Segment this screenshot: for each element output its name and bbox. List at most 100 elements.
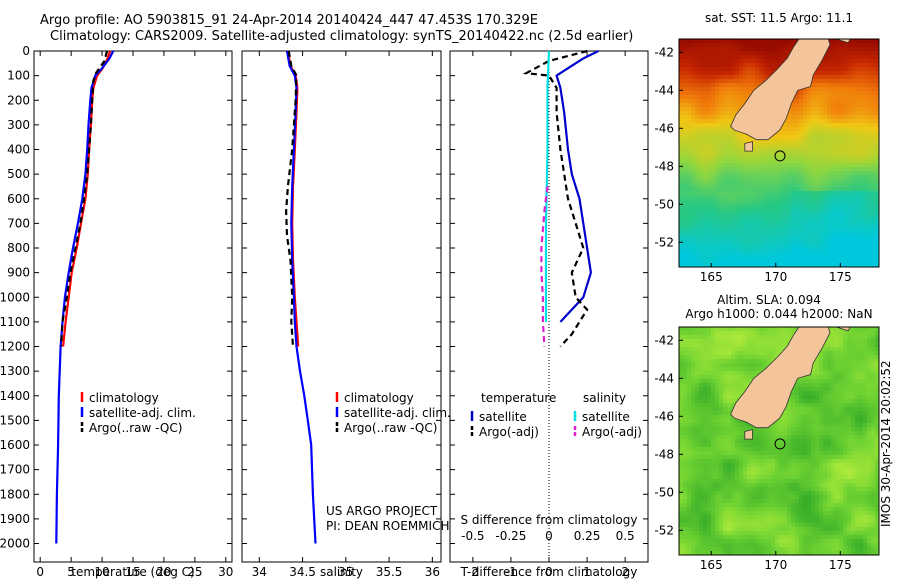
map-cell <box>847 51 852 56</box>
map-cell <box>863 127 868 132</box>
map-cell <box>875 55 879 60</box>
map-cell <box>759 211 764 216</box>
map-cell <box>703 115 708 120</box>
map-cell <box>763 347 768 352</box>
map-cell <box>791 119 796 124</box>
map-cell <box>863 387 868 392</box>
map-cell <box>835 187 840 192</box>
map-cell <box>859 171 864 176</box>
map-cell <box>783 463 788 468</box>
map-cell <box>875 239 879 244</box>
map-cell <box>819 63 824 68</box>
map-cell <box>687 411 692 416</box>
map-cell <box>827 59 832 64</box>
map-cell <box>719 435 724 440</box>
map-cell <box>847 247 852 252</box>
map-cell <box>755 43 760 48</box>
map-cell <box>843 443 848 448</box>
map-cell <box>703 471 708 476</box>
map-cell <box>735 331 740 336</box>
map-cell <box>871 251 876 256</box>
map-cell <box>739 231 744 236</box>
map-cell <box>735 475 740 480</box>
map-cell <box>847 107 852 112</box>
map-cell <box>731 399 736 404</box>
map-cell <box>823 167 828 172</box>
map-cell <box>795 115 800 120</box>
map-cell <box>863 235 868 240</box>
map-cell <box>811 151 816 156</box>
map-cell <box>811 127 816 132</box>
map-cell <box>735 339 740 344</box>
map-cell <box>739 331 744 336</box>
map-cell <box>835 235 840 240</box>
map-cell <box>779 187 784 192</box>
map-cell <box>783 451 788 456</box>
map-cell <box>735 87 740 92</box>
map-cell <box>803 223 808 228</box>
map-cell <box>739 371 744 376</box>
map-cell <box>859 135 864 140</box>
map-cell <box>823 203 828 208</box>
map-cell <box>759 143 764 148</box>
map-cell <box>683 223 688 228</box>
map-cell <box>691 415 696 420</box>
map-cell <box>815 383 820 388</box>
map-cell <box>787 403 792 408</box>
map-cell <box>823 395 828 400</box>
temperature-xtick-label: 0 <box>36 565 44 579</box>
map-cell <box>855 171 860 176</box>
map-cell <box>759 159 764 164</box>
map-cell <box>843 63 848 68</box>
map-cell <box>831 79 836 84</box>
map-cell <box>679 55 684 60</box>
map-cell <box>723 211 728 216</box>
map-cell <box>715 183 720 188</box>
map-cell <box>683 39 688 44</box>
map-cell <box>791 455 796 460</box>
map-cell <box>831 427 836 432</box>
map-cell <box>859 163 864 168</box>
map-cell <box>803 191 808 196</box>
map-cell <box>723 463 728 468</box>
map-cell <box>831 63 836 68</box>
profile-panels: 0100200300400500600700800900100011001200… <box>0 44 649 579</box>
map-cell <box>859 407 864 412</box>
map-cell <box>847 443 852 448</box>
map-cell <box>859 175 864 180</box>
map-cell <box>731 459 736 464</box>
map-cell <box>843 387 848 392</box>
map-cell <box>759 63 764 68</box>
map-cell <box>715 123 720 128</box>
map-cell <box>739 475 744 480</box>
map-cell <box>679 247 684 252</box>
map-cell <box>787 39 792 44</box>
map-cell <box>695 255 700 260</box>
map-cell <box>831 339 836 344</box>
map-cell <box>731 55 736 60</box>
map-cell <box>875 75 879 80</box>
map-cell <box>715 251 720 256</box>
map-cell <box>687 43 692 48</box>
map-cell <box>787 455 792 460</box>
map-cell <box>735 95 740 100</box>
map-cell <box>759 243 764 248</box>
map-cell <box>783 343 788 348</box>
map-cell <box>867 451 872 456</box>
map-cell <box>731 231 736 236</box>
map-cell <box>687 447 692 452</box>
map-cell <box>831 123 836 128</box>
map-cell <box>747 59 752 64</box>
map-cell <box>759 247 764 252</box>
map-cell <box>835 383 840 388</box>
map-cell <box>699 39 704 44</box>
map-cell <box>719 143 724 148</box>
map-cell <box>795 403 800 408</box>
map-cell <box>767 207 772 212</box>
map-cell <box>851 151 856 156</box>
map-cell <box>843 255 848 260</box>
depth-tick-label: 900 <box>7 266 30 280</box>
map-cell <box>871 87 876 92</box>
map-cell <box>755 83 760 88</box>
map-cell <box>691 395 696 400</box>
